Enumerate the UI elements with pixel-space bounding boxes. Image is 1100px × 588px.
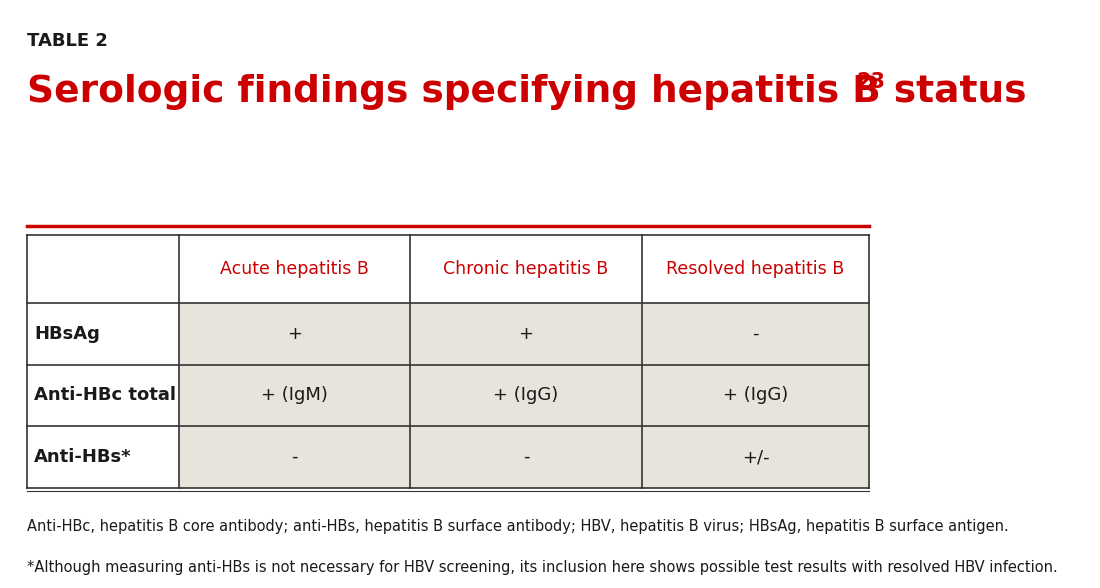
Bar xyxy=(26,365,178,426)
Bar xyxy=(641,365,869,426)
Bar xyxy=(26,426,178,488)
Text: Anti-HBc total: Anti-HBc total xyxy=(34,386,176,405)
Bar xyxy=(178,235,410,303)
Text: Resolved hepatitis B: Resolved hepatitis B xyxy=(667,260,845,278)
Bar xyxy=(410,426,641,488)
Text: HBsAg: HBsAg xyxy=(34,325,100,343)
Bar xyxy=(26,235,178,303)
Text: +: + xyxy=(287,325,301,343)
Text: + (IgG): + (IgG) xyxy=(494,386,559,405)
Text: Chronic hepatitis B: Chronic hepatitis B xyxy=(443,260,608,278)
Text: -: - xyxy=(292,448,298,466)
Bar xyxy=(410,235,641,303)
Bar xyxy=(26,303,178,365)
Text: 23: 23 xyxy=(857,72,886,92)
Text: -: - xyxy=(752,325,759,343)
Text: -: - xyxy=(522,448,529,466)
Text: +: + xyxy=(518,325,534,343)
Text: + (IgG): + (IgG) xyxy=(723,386,789,405)
Bar xyxy=(641,235,869,303)
Bar xyxy=(178,365,410,426)
Text: Acute hepatitis B: Acute hepatitis B xyxy=(220,260,368,278)
Text: +/-: +/- xyxy=(741,448,769,466)
Text: TABLE 2: TABLE 2 xyxy=(26,32,108,51)
Bar xyxy=(641,303,869,365)
Bar xyxy=(178,426,410,488)
Text: Anti-HBs*: Anti-HBs* xyxy=(34,448,132,466)
Text: + (IgM): + (IgM) xyxy=(261,386,328,405)
Bar xyxy=(641,426,869,488)
Text: Serologic findings specifying hepatitis B status: Serologic findings specifying hepatitis … xyxy=(26,74,1026,109)
Text: *Although measuring anti-HBs is not necessary for HBV screening, its inclusion h: *Although measuring anti-HBs is not nece… xyxy=(26,560,1057,575)
Bar xyxy=(410,365,641,426)
Bar xyxy=(178,303,410,365)
Bar xyxy=(410,303,641,365)
Text: Anti-HBc, hepatitis B core antibody; anti-HBs, hepatitis B surface antibody; HBV: Anti-HBc, hepatitis B core antibody; ant… xyxy=(26,519,1009,534)
